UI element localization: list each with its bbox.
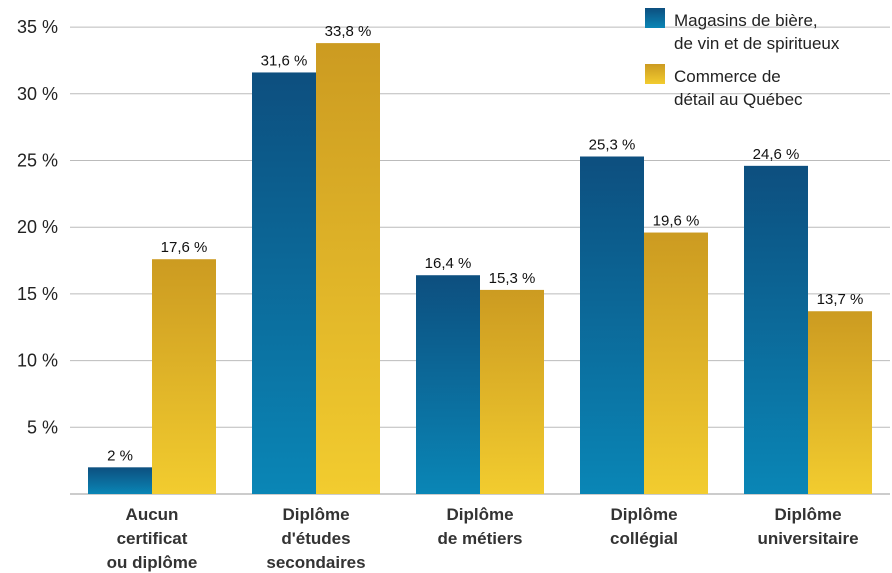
data-label: 19,6 % [653,213,700,230]
legend-label-line: Magasins de bière, [674,11,818,30]
bar-magasins-1 [252,72,316,495]
x-category-label-line: Aucun [126,505,179,524]
y-tick-label: 30 % [17,84,58,104]
data-label: 16,4 % [425,255,472,272]
legend: Magasins de bière, de vin et de spiritueu… [645,8,840,109]
bar-magasins-4 [744,165,808,494]
data-label: 13,7 % [817,291,864,308]
legend-label: Commerce de détail au Québec [674,67,803,109]
y-tick-label: 25 % [17,151,58,171]
y-tick-label: 20 % [17,217,58,237]
x-category-label-line: de métiers [437,529,522,548]
legend-label-line: Commerce de [674,67,781,86]
data-label: 15,3 % [489,270,536,287]
x-category-label-line: ou diplôme [107,553,198,572]
bar-commerce-0 [152,259,216,494]
y-tick-label: 10 % [17,351,58,371]
x-axis: Aucun certificat ou diplôme Diplôme d'études… [107,505,859,572]
x-category-label-line: d'études [281,529,350,548]
x-category-label-line: certificat [117,529,188,548]
x-category-label: Diplôme d'études secondaires [266,505,365,572]
x-category-label-line: Diplôme [774,505,841,524]
x-category-label-line: Diplôme [282,505,349,524]
bar-commerce-3 [644,232,708,494]
y-tick-label: 35 % [17,17,58,37]
x-category-label: Diplôme de métiers [437,505,522,548]
x-category-label: Diplôme universitaire [757,505,858,548]
x-category-label-line: Diplôme [446,505,513,524]
y-tick-label: 15 % [17,284,58,304]
bar-magasins-2 [416,275,480,494]
legend-label-line: détail au Québec [674,90,803,109]
bar-magasins-3 [580,156,644,495]
data-label: 17,6 % [161,239,208,256]
bars [88,43,872,495]
bar-commerce-2 [480,289,544,494]
x-category-label-line: secondaires [266,553,365,572]
legend-swatch-magasins [645,8,665,28]
data-labels: 2 % 17,6 % 31,6 % 33,8 % 16,4 % 15,3 % 25,3 % 1… [107,23,863,464]
data-label: 2 % [107,447,133,464]
x-category-label: Aucun certificat ou diplôme [107,505,198,572]
x-category-label-line: collégial [610,529,678,548]
y-tick-label: 5 % [27,417,58,437]
x-category-label-line: Diplôme [610,505,677,524]
legend-label-line: de vin et de spiritueux [674,34,840,53]
bar-magasins-0 [88,467,152,494]
x-category-label-line: universitaire [757,529,858,548]
data-label: 31,6 % [261,52,308,69]
data-label: 25,3 % [589,136,636,153]
x-category-label: Diplôme collégial [610,505,678,548]
y-axis: 5 % 10 % 15 % 20 % 25 % 30 % 35 % [17,17,58,437]
data-label: 24,6 % [753,146,800,163]
data-label: 33,8 % [325,23,372,40]
legend-label: Magasins de bière, de vin et de spiritueu… [674,11,840,53]
bar-commerce-4 [808,311,872,494]
legend-swatch-commerce [645,64,665,84]
bar-commerce-1 [316,43,380,494]
